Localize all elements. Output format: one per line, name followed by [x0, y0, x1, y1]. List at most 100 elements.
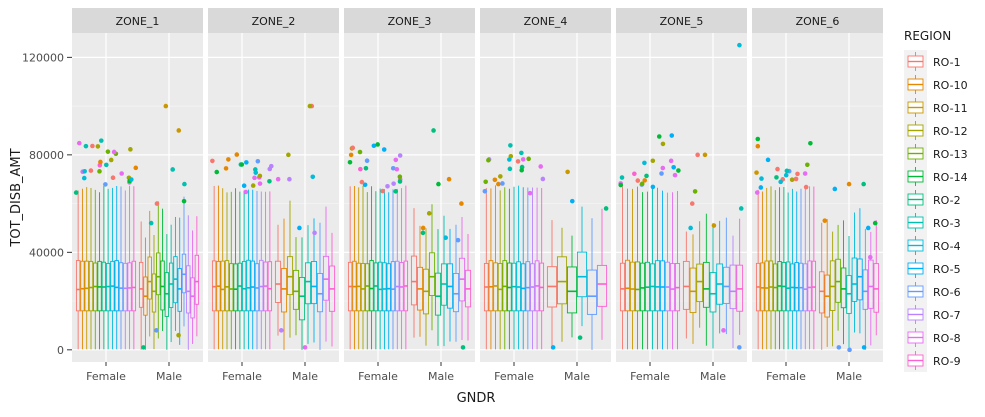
outlier-point — [671, 164, 676, 170]
x-tick-label: Female — [494, 370, 534, 383]
outlier-point — [268, 163, 274, 169]
box-body — [811, 260, 817, 312]
box-ro-10 — [143, 237, 148, 350]
box-ro-3 — [649, 185, 656, 350]
outlier-point — [783, 172, 789, 178]
box-ro-2 — [101, 185, 107, 350]
outlier-point — [500, 181, 505, 186]
box-ro-3 — [377, 188, 383, 350]
outlier-point — [642, 160, 647, 166]
legend-item-ro-7: RO-7 — [904, 303, 961, 326]
outlier-point — [312, 230, 317, 236]
outlier-point — [154, 201, 160, 206]
box-ro-4 — [576, 206, 588, 327]
legend-item-ro-12: RO-12 — [904, 119, 968, 142]
box-body — [246, 259, 251, 312]
box-body — [151, 273, 157, 313]
panel-background — [344, 33, 475, 362]
legend-item-label: RO-13 — [933, 148, 968, 161]
outlier-point — [836, 345, 842, 350]
box-body — [80, 260, 85, 312]
box-ro-7 — [186, 215, 191, 350]
box-body — [840, 267, 847, 309]
x-tick-label: Male — [428, 370, 454, 383]
y-tick-label: 40000 — [29, 246, 64, 259]
box-body — [682, 260, 690, 310]
box-ro-4 — [173, 216, 178, 331]
legend-item-ro-14: RO-14 — [904, 165, 968, 188]
box-body — [729, 264, 737, 310]
box-ro-12 — [768, 186, 774, 350]
box-body — [525, 261, 531, 312]
facet-strip — [752, 8, 883, 33]
outlier-point — [381, 147, 387, 152]
outlier-point — [507, 166, 513, 172]
y-tick-label: 80000 — [29, 149, 64, 162]
box-ro-12 — [422, 228, 430, 346]
box-body — [220, 260, 225, 312]
box-body — [768, 260, 774, 312]
outlier-point — [861, 181, 866, 187]
outlier-point — [778, 179, 783, 185]
outlier-point — [380, 188, 385, 194]
outlier-point — [302, 345, 308, 350]
box-ro-10 — [216, 185, 221, 350]
legend-item-label: RO-8 — [933, 332, 961, 345]
outlier-point — [148, 220, 154, 226]
legend-item-label: RO-12 — [933, 125, 968, 138]
box-ro-1 — [211, 185, 217, 350]
outlier-point — [257, 181, 263, 186]
facet-strip-label: ZONE_4 — [524, 15, 568, 28]
box-body — [649, 263, 656, 312]
outlier-point — [795, 171, 800, 177]
legend-item-ro-11: RO-11 — [904, 96, 968, 119]
box-ro-10 — [416, 225, 424, 337]
facet-strip-label: ZONE_3 — [388, 15, 432, 28]
outlier-point — [660, 141, 666, 147]
outlier-point — [210, 158, 215, 164]
box-body — [566, 266, 578, 314]
box-ro-3 — [709, 223, 717, 349]
box-body — [160, 260, 165, 311]
outlier-point — [129, 177, 134, 182]
x-tick-label: Female — [358, 370, 398, 383]
outlier-point — [775, 166, 780, 172]
outlier-point — [128, 147, 133, 152]
legend-item-ro-6: RO-6 — [904, 280, 961, 303]
outlier-point — [519, 150, 524, 156]
outlier-point — [492, 177, 498, 183]
x-tick-label: Female — [222, 370, 262, 383]
outlier-point — [348, 152, 354, 158]
box-ro-6 — [118, 186, 124, 350]
box-ro-3 — [304, 225, 312, 344]
outlier-point — [347, 159, 353, 165]
box-ro-5 — [114, 185, 119, 350]
outlier-point — [363, 166, 369, 171]
box-ro-5 — [310, 218, 318, 343]
box-body — [794, 262, 799, 312]
box-body — [88, 260, 94, 312]
outlier-point — [119, 171, 124, 176]
outlier-point — [774, 175, 779, 180]
box-ro-3 — [168, 224, 174, 343]
box-body — [654, 260, 661, 312]
outlier-point — [659, 171, 664, 176]
y-tick-label: 120000 — [22, 51, 64, 64]
box-ro-3 — [846, 235, 852, 350]
box-ro-2 — [298, 237, 306, 350]
outlier-point — [519, 167, 524, 173]
outlier-point — [702, 152, 708, 158]
box-body — [857, 258, 863, 301]
box-body — [84, 260, 89, 312]
box-ro-1 — [274, 224, 282, 336]
outlier-point — [397, 153, 403, 158]
outlier-point — [672, 172, 678, 178]
outlier-point — [676, 168, 681, 173]
box-ro-9 — [267, 191, 273, 350]
box-ro-8 — [807, 186, 812, 350]
box-ro-14 — [97, 192, 102, 350]
outlier-point — [455, 237, 461, 243]
outlier-point — [668, 158, 674, 164]
box-ro-12 — [224, 192, 230, 350]
outlier-point — [375, 142, 380, 147]
